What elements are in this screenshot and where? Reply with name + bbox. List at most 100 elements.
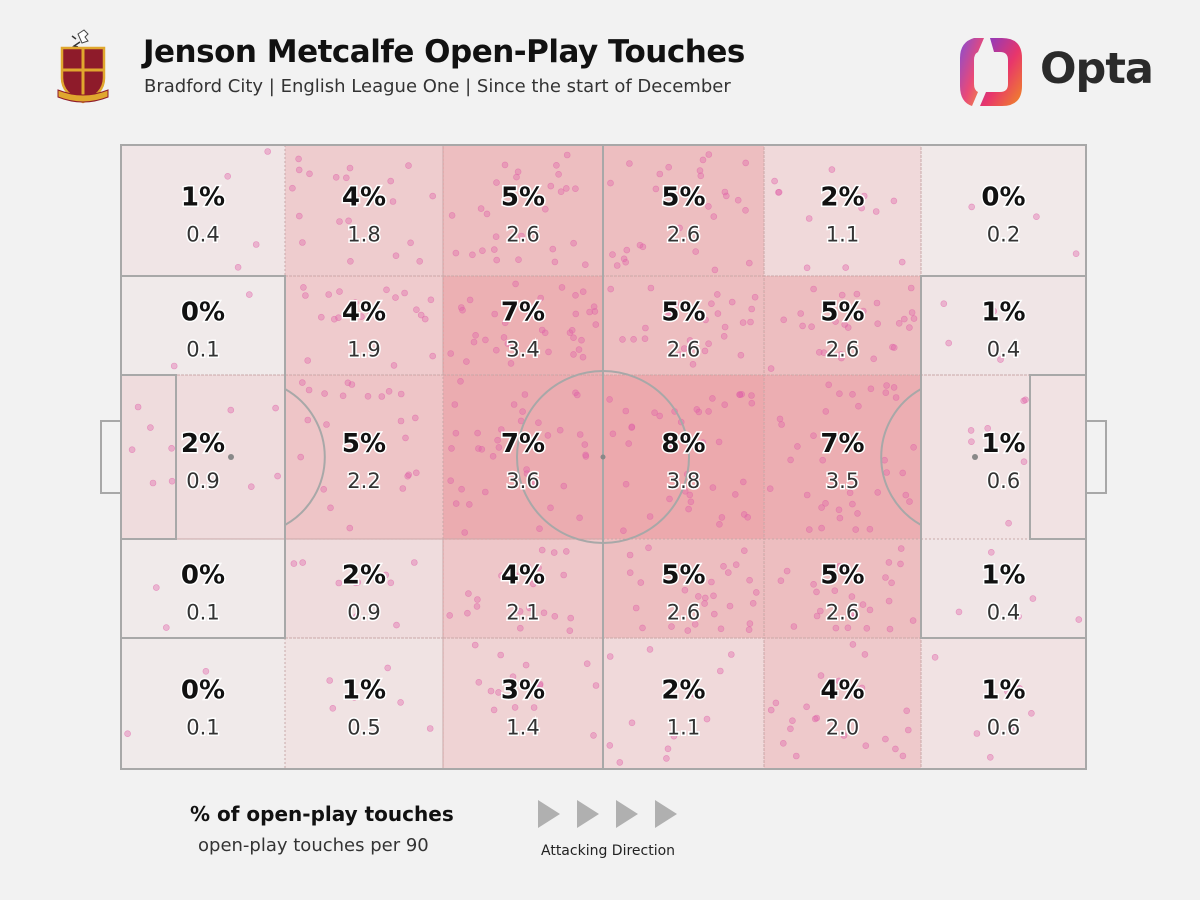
touch-dot xyxy=(745,259,753,267)
touch-dot xyxy=(541,329,549,337)
touch-dot xyxy=(748,392,755,399)
zone-percentage-label: 0% xyxy=(181,561,225,591)
touch-dot xyxy=(295,166,303,174)
touch-dot xyxy=(734,196,742,204)
touch-dot xyxy=(799,322,806,330)
touch-dot xyxy=(469,251,476,259)
touch-dot xyxy=(646,513,654,520)
touch-dot xyxy=(586,308,593,316)
touch-dot xyxy=(630,335,637,343)
touch-dot xyxy=(402,434,409,442)
touch-dot xyxy=(740,547,748,555)
zone-percentage-label: 1% xyxy=(981,298,1025,328)
touch-dot xyxy=(822,408,830,415)
zone-per90-label: 0.5 xyxy=(347,716,380,740)
touch-dot xyxy=(583,660,591,668)
touch-dot xyxy=(701,594,709,602)
touch-dot xyxy=(347,257,354,265)
touch-dot xyxy=(819,456,827,464)
heatmap-zone xyxy=(284,637,444,770)
touch-dot xyxy=(628,719,636,727)
touch-dot xyxy=(832,624,840,632)
touch-dot xyxy=(666,495,673,503)
touch-dot xyxy=(626,569,634,577)
touch-dot xyxy=(248,483,255,491)
zone-per90-label: 1.1 xyxy=(667,716,700,740)
club-crest-icon xyxy=(57,29,109,104)
touch-dot xyxy=(1007,724,1015,732)
touch-dot xyxy=(550,549,558,556)
touch-dot xyxy=(298,379,306,386)
zone-per90-label: 2.6 xyxy=(667,338,700,362)
zone-percentage-label: 7% xyxy=(820,429,864,459)
zone-per90-label: 2.6 xyxy=(667,601,700,625)
touch-dot xyxy=(1004,688,1011,695)
touch-dot xyxy=(224,173,231,180)
touch-dot xyxy=(471,641,479,649)
touch-dot xyxy=(474,429,481,437)
touch-dot xyxy=(732,561,740,569)
touch-dot xyxy=(458,485,465,493)
touch-dot xyxy=(345,217,352,225)
touch-dot xyxy=(579,353,587,361)
zone-labels-layer: 1% 0.4 4% 1.8 5% 2.6 5% 2.6 2% 1.1 0% 0.2 0% 0.1 4% 1.9… xyxy=(179,181,1027,741)
touch-dot xyxy=(680,345,688,352)
touch-dot xyxy=(742,207,749,214)
touch-dot xyxy=(984,424,992,432)
touch-dot xyxy=(387,579,395,587)
heatmap-zone xyxy=(920,538,1087,639)
touch-dot xyxy=(716,520,723,528)
touch-dot xyxy=(805,526,813,533)
heatmap-zone xyxy=(602,275,765,376)
touch-dot xyxy=(336,288,343,295)
zone-per90-label: 2.6 xyxy=(826,601,859,625)
touch-dot xyxy=(326,677,334,684)
zones-layer xyxy=(120,144,1087,770)
touch-dot xyxy=(803,491,811,499)
touch-dot xyxy=(882,389,890,397)
touch-dot xyxy=(836,562,843,570)
touch-dot xyxy=(686,491,694,499)
touch-dot xyxy=(797,310,805,317)
touch-dot xyxy=(720,332,728,340)
touch-dot xyxy=(691,620,699,628)
touch-dot xyxy=(416,257,424,265)
touch-dot xyxy=(652,185,660,193)
touch-dot xyxy=(694,593,702,600)
touch-dot xyxy=(495,444,503,451)
touch-dot xyxy=(672,300,679,308)
touch-dot xyxy=(297,453,305,461)
touch-dot xyxy=(861,651,869,658)
touch-dot xyxy=(348,381,356,388)
touch-dot xyxy=(540,609,548,617)
touch-dot xyxy=(477,205,485,212)
touch-dot xyxy=(429,192,437,200)
zone-per90-label: 2.2 xyxy=(347,469,380,493)
zone-per90-label: 2.6 xyxy=(667,223,700,247)
touch-dot xyxy=(576,514,583,522)
touch-dot xyxy=(823,564,830,571)
touch-dot xyxy=(510,401,518,408)
touch-dot xyxy=(572,389,579,397)
touch-dot xyxy=(626,160,633,167)
touch-dot xyxy=(632,604,640,612)
touch-dot xyxy=(899,469,907,477)
touch-dot xyxy=(412,469,420,477)
zone-percentage-label: 0% xyxy=(181,298,225,328)
touch-dot xyxy=(562,185,570,192)
touch-dot xyxy=(840,732,848,739)
touch-dot xyxy=(739,319,747,326)
touch-dot xyxy=(317,313,325,321)
touch-dot xyxy=(866,606,874,614)
touch-dot xyxy=(1022,396,1029,404)
touch-dot xyxy=(567,614,575,622)
touch-dot xyxy=(557,188,565,195)
touch-dot xyxy=(909,617,917,624)
touch-dot xyxy=(613,262,621,269)
touch-dot xyxy=(849,641,857,648)
touch-dot xyxy=(147,424,154,431)
touch-dot xyxy=(890,384,898,391)
touch-dot xyxy=(504,340,512,348)
touch-dot xyxy=(306,170,313,178)
touch-dot xyxy=(536,525,543,533)
